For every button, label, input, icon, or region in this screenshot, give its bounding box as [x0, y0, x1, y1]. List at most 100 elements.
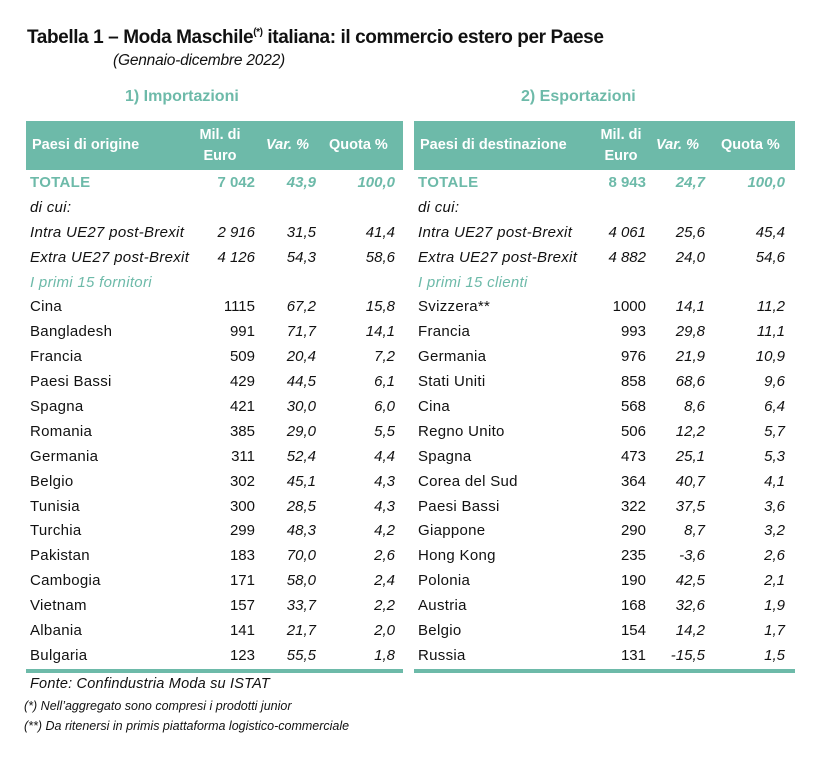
table-bottom-rule — [26, 668, 403, 673]
cell-var: 25,1 — [675, 447, 705, 465]
cell-country: Svizzera** — [418, 298, 491, 316]
table-row: Paesi Bassi 322 37,5 3,6 — [414, 494, 795, 519]
header-country: Paesi di origine — [32, 137, 140, 153]
table-row: Germania 976 21,9 10,9 — [414, 344, 795, 369]
cell-var: 67,2 — [286, 298, 316, 316]
cell-label: I primi 15 clienti — [418, 273, 528, 291]
cell-quota: 100,0 — [747, 174, 785, 191]
cell-var: 28,5 — [286, 497, 316, 515]
cell-var: 54,3 — [286, 248, 316, 266]
cell-var: 58,0 — [286, 572, 316, 590]
cell-var: 52,4 — [286, 447, 316, 465]
cell-country: Stati Uniti — [418, 373, 486, 391]
total-row: TOTALE 8 943 24,7 100,0 — [414, 170, 795, 195]
cell-var: 31,5 — [286, 223, 316, 241]
cell-quota: 5,7 — [764, 422, 785, 440]
cell-quota: 10,9 — [755, 348, 785, 366]
table-row: Belgio 154 14,2 1,7 — [414, 618, 795, 643]
cell-country: Bulgaria — [30, 646, 88, 664]
cell-var: 68,6 — [675, 373, 705, 391]
cell-quota: 1,5 — [764, 646, 785, 664]
cell-var: 43,9 — [286, 174, 316, 191]
cell-country: Cina — [30, 298, 63, 316]
top-clients-label-row: I primi 15 clienti — [414, 270, 795, 295]
cell-country: Francia — [30, 348, 83, 366]
cell-country: Germania — [418, 348, 487, 366]
table-header: Paesi di destinazione Mil. di Euro Var. %… — [414, 121, 795, 170]
cell-var: 21,9 — [675, 348, 705, 366]
cell-mil: 141 — [229, 622, 255, 640]
cell-country: Turchia — [30, 522, 82, 540]
cell-quota: 1,8 — [374, 646, 395, 664]
cell-var: 42,5 — [675, 572, 705, 590]
header-mil-line1: Mil. di — [600, 127, 642, 143]
cell-var: 33,7 — [286, 597, 316, 615]
header-quota: Quota % — [721, 137, 780, 153]
cell-label: di cui: — [418, 198, 460, 216]
table-row: Albania 141 21,7 2,0 — [26, 618, 403, 643]
cell-mil: 509 — [229, 348, 255, 366]
cell-var: -3,6 — [679, 547, 705, 565]
cell-var: 30,0 — [286, 398, 316, 416]
cell-quota: 4,1 — [764, 472, 785, 490]
cell-var: 70,0 — [286, 547, 316, 565]
extra-ue-row: Extra UE27 post-Brexit 4 126 54,3 58,6 — [26, 245, 403, 270]
header-var: Var. % — [266, 137, 309, 153]
cell-country: Cina — [418, 398, 451, 416]
table-row: Cambogia 171 58,0 2,4 — [26, 568, 403, 593]
cell-label: I primi 15 fornitori — [30, 273, 152, 291]
cell-mil: 171 — [229, 572, 255, 590]
cell-mil: 7 042 — [217, 174, 255, 191]
cell-country: Pakistan — [30, 547, 90, 565]
cell-quota: 5,5 — [374, 422, 395, 440]
cell-quota: 11,1 — [756, 323, 785, 341]
cell-country: Giappone — [418, 522, 486, 540]
cell-mil: 183 — [229, 547, 255, 565]
cell-var: 24,0 — [675, 248, 705, 266]
cell-country: Vietnam — [30, 597, 87, 615]
imports-section-title: 1) Importazioni — [125, 88, 239, 105]
cell-quota: 4,3 — [374, 472, 395, 490]
cell-quota: 2,2 — [374, 597, 395, 615]
cell-mil: 506 — [620, 422, 646, 440]
cell-mil: 991 — [229, 323, 255, 341]
cell-mil: 4 061 — [608, 223, 646, 241]
cell-quota: 14,1 — [365, 323, 395, 341]
cell-label: TOTALE — [418, 174, 479, 191]
cell-var: 25,6 — [675, 223, 705, 241]
cell-country: Corea del Sud — [418, 472, 518, 490]
cell-mil: 290 — [620, 522, 646, 540]
table-row: Corea del Sud 364 40,7 4,1 — [414, 469, 795, 494]
table-row: Cina 1115 67,2 15,8 — [26, 294, 403, 319]
cell-mil: 4 126 — [217, 248, 255, 266]
cell-quota: 7,2 — [374, 348, 395, 366]
cell-var: 32,6 — [675, 597, 705, 615]
cell-country: Romania — [30, 422, 93, 440]
table-row: Regno Unito 506 12,2 5,7 — [414, 419, 795, 444]
table-row: Giappone 290 8,7 3,2 — [414, 518, 795, 543]
header-mil-line2: Euro — [203, 148, 237, 164]
cell-mil: 299 — [229, 522, 255, 540]
table-row: Vietnam 157 33,7 2,2 — [26, 593, 403, 618]
cell-quota: 3,6 — [764, 497, 785, 515]
cell-var: 24,7 — [675, 174, 705, 191]
top-suppliers-label-row: I primi 15 fornitori — [26, 270, 403, 295]
cell-mil: 993 — [620, 323, 646, 341]
cell-quota: 58,6 — [365, 248, 395, 266]
cell-country: Cambogia — [30, 572, 101, 590]
cell-mil: 429 — [229, 373, 255, 391]
cell-var: 14,2 — [675, 622, 705, 640]
header-var: Var. % — [656, 137, 699, 153]
exports-country-rows: Svizzera** 1000 14,1 11,2 Francia 993 29,8 11,1… — [414, 294, 795, 667]
cell-var: 29,8 — [675, 323, 705, 341]
table-row: Romania 385 29,0 5,5 — [26, 419, 403, 444]
cell-country: Belgio — [418, 622, 462, 640]
cell-quota: 2,0 — [374, 622, 395, 640]
title-rest: italiana: il commercio estero per Paese — [262, 27, 604, 48]
table-row: Paesi Bassi 429 44,5 6,1 — [26, 369, 403, 394]
cell-country: Paesi Bassi — [418, 497, 500, 515]
intra-ue-row: Intra UE27 post-Brexit 4 061 25,6 45,4 — [414, 220, 795, 245]
header-quota: Quota % — [329, 137, 388, 153]
cell-quota: 100,0 — [357, 174, 395, 191]
title-main: Tabella 1 – Moda Maschile — [27, 27, 254, 48]
